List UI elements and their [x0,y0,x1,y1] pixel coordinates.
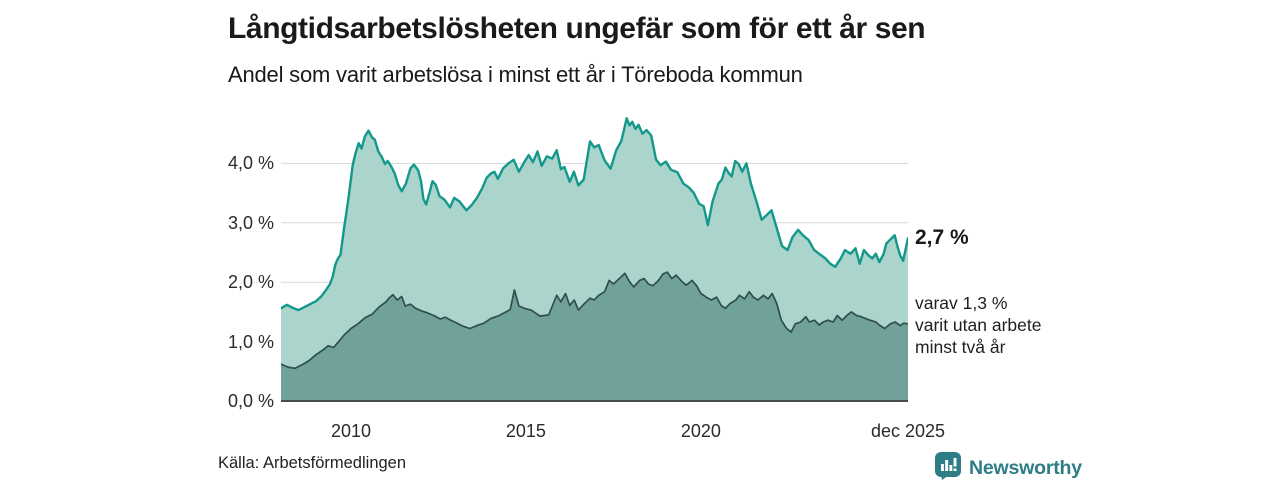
source-credit: Källa: Arbetsförmedlingen [218,454,407,472]
series-area-utan-arbete-minst-tva-ar [281,272,908,401]
series-line-arbetslosa-minst-ett-ar [281,117,908,312]
chart-plot [281,117,908,402]
y-tick-label: 0,0 % [227,391,274,411]
newsworthy-logo-link[interactable]: Newsworthy [934,451,1082,480]
y-tick-label: 4,0 % [227,153,274,174]
y-tick-label: 2,0 % [227,272,274,293]
x-tick-label: 2020 [680,421,721,441]
y-tick-label: 3,0 % [227,212,274,233]
chart-subtitle: Andel som varit arbetslösa i minst ett å… [228,62,803,87]
newsworthy-wordmark: Newsworthy [969,456,1082,479]
series-line-utan-arbete-minst-tva-ar [281,271,908,370]
annotation-line: minst två år [915,337,1006,357]
two-year-annotation: varav 1,3 % varit utan arbete minst två … [915,292,1041,358]
x-tick-label: 2015 [505,421,546,441]
annotation-line: varav 1,3 % [915,293,1008,313]
chart-title: Långtidsarbetslösheten ungefär som för e… [228,12,926,45]
latest-value-label: 2,7 % [915,226,969,249]
y-tick-label: 1,0 % [227,331,274,352]
x-tick-label: 2010 [330,421,371,441]
annotation-line: varit utan arbete [915,315,1042,335]
chart-area [281,113,908,405]
x-tick-label: dec 2025 [870,421,946,441]
newsworthy-bubble-chart-icon [934,451,962,480]
